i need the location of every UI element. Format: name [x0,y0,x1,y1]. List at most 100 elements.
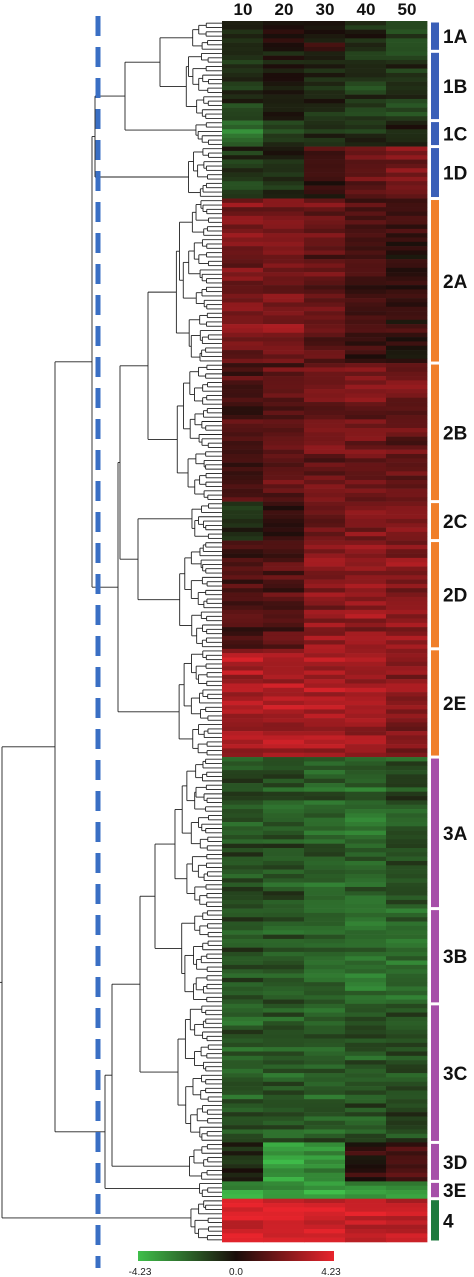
heatmap-cell [222,367,264,373]
heatmap-cell [222,757,264,762]
heatmap-cell [386,285,428,290]
heatmap-cell [304,1116,346,1122]
heatmap-cell [345,1190,387,1195]
heatmap-cell [222,64,264,69]
heatmap-cell [386,163,428,169]
heatmap-cell [222,137,264,143]
heatmap-cell [304,618,346,624]
heatmap-cell [222,835,264,840]
heatmap-cell [304,254,346,260]
heatmap-cell [345,389,387,394]
heatmap-cell [222,453,264,459]
heatmap-cell [222,549,264,554]
heatmap-cell [345,1038,387,1044]
heatmap-cell [222,865,264,870]
heatmap-cell [222,588,264,593]
heatmap-cell [263,501,305,507]
heatmap-cell [222,843,264,849]
heatmap-cell [304,886,346,892]
heatmap-cell [304,1112,346,1117]
heatmap-cell [304,276,346,282]
cluster-bar-2c [431,503,439,540]
heatmap-cell [263,627,305,632]
heatmap-cell [345,670,387,676]
heatmap-cell [263,505,305,511]
heatmap-cell [263,46,305,52]
heatmap-cell [345,133,387,139]
heatmap-cell [304,726,346,732]
heatmap-cell [386,293,428,299]
heatmap-cell [222,1055,264,1061]
heatmap-cell [222,938,264,944]
heatmap-cell [345,280,387,286]
heatmap-cell [345,1159,387,1165]
heatmap-cell [263,1133,305,1139]
heatmap-cell [345,618,387,624]
heatmap-cell [263,648,305,654]
heatmap-cell [345,505,387,511]
heatmap-cell [386,813,428,818]
heatmap-cell [386,683,428,689]
heatmap-cell [304,510,346,515]
heatmap-cell [345,1021,387,1026]
heatmap-cell [345,964,387,970]
heatmap-cell [263,886,305,892]
heatmap-cell [386,107,428,113]
heatmap-cell [263,835,305,840]
heatmap-cell [304,397,346,403]
heatmap-cell [304,1029,346,1035]
heatmap-cell [222,358,264,364]
heatmap-cell [263,94,305,100]
heatmap-cell [222,46,264,52]
heatmap-cell [386,1034,428,1039]
heatmap-cell [222,1229,264,1234]
heatmap-cell [345,1155,387,1161]
heatmap-cell [222,1138,264,1143]
heatmap-cell [345,1094,387,1100]
heatmap-cell [222,930,264,935]
heatmap-cell [222,523,264,528]
heatmap-cell [345,1034,387,1039]
heatmap-cell [386,826,428,831]
heatmap-cell [304,1229,346,1234]
heatmap-cell [304,527,346,533]
heatmap-cell [304,21,346,26]
heatmap-cell [263,527,305,533]
heatmap-cell [263,640,305,645]
heatmap-cell [386,692,428,697]
heatmap-cell [304,1194,346,1199]
heatmap-cell [263,596,305,602]
heatmap-cell [222,1103,264,1109]
heatmap-cell [386,475,428,481]
heatmap-cell [386,1146,428,1152]
heatmap-cell [304,59,346,65]
heatmap-cell [386,42,428,48]
heatmap-cell [386,458,428,463]
heatmap-cell [222,272,264,277]
heatmap-cell [304,908,346,914]
heatmap-cell [222,21,264,26]
heatmap-cell [263,904,305,909]
heatmap-cell [386,289,428,295]
heatmap-cell [386,618,428,624]
heatmap-cell [345,1164,387,1169]
heatmap-cell [263,1099,305,1104]
heatmap-cell [263,124,305,130]
heatmap-cell [345,553,387,559]
heatmap-cell [345,549,387,554]
heatmap-cell [304,324,346,329]
heatmap-cell [345,557,387,563]
heatmap-cell [345,873,387,879]
heatmap-cell [345,1177,387,1182]
heatmap-cell [386,653,428,658]
heatmap-cell [263,1047,305,1052]
heatmap-cell [386,679,428,684]
heatmap-cell [263,575,305,580]
heatmap-cell [386,488,428,494]
heatmap-cell [304,765,346,771]
heatmap-cell [386,1138,428,1143]
heatmap-cell [345,895,387,901]
heatmap-cell [222,752,264,758]
heatmap-cell [386,1198,428,1204]
heatmap-cell [263,55,305,61]
